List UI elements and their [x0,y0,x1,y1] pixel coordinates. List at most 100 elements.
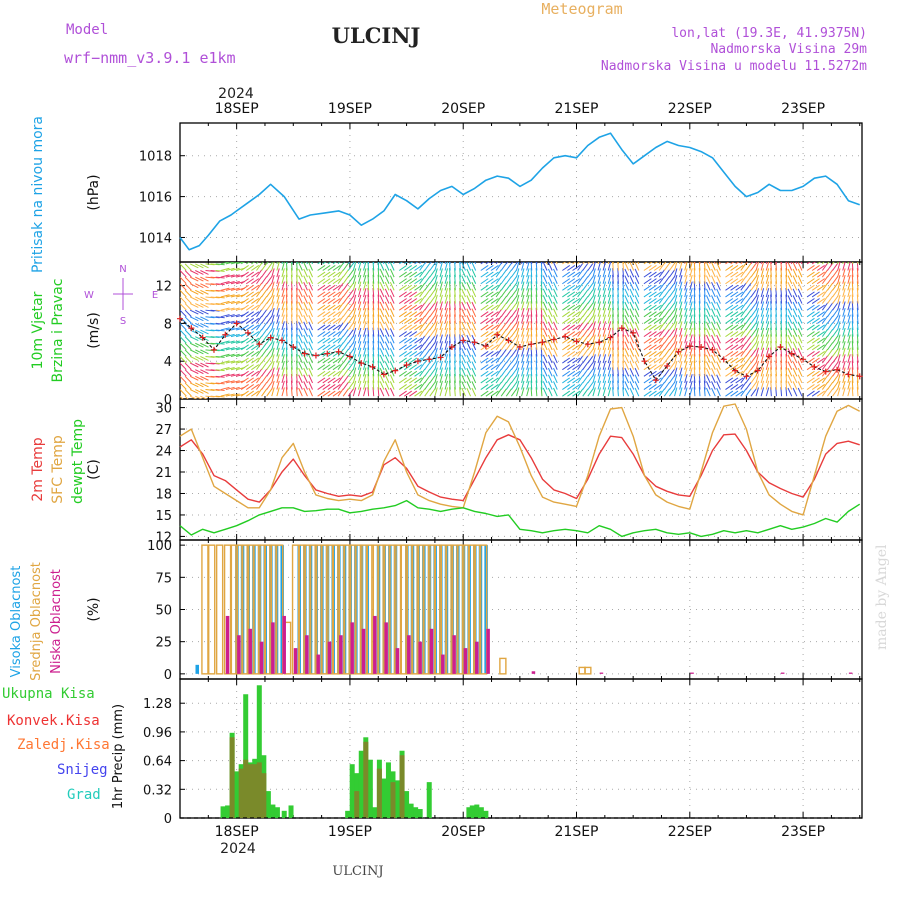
wind-barb [372,373,375,383]
wind-barb [785,327,788,337]
wind-barb [308,367,314,377]
wind-speed-marker [788,350,795,357]
wind-barb [577,348,584,357]
wind-barb [750,329,757,337]
wind-barb [643,370,652,377]
wind-barb [648,298,657,304]
wind-barb [276,274,280,284]
wind-barb [251,291,260,298]
wind-barb [785,287,788,297]
wind-barb [409,331,418,338]
wind-barb [582,388,589,397]
wind-barb [679,301,683,311]
wind-barb [377,354,380,364]
wind-barb [550,262,553,265]
wind-barb [404,350,413,357]
wind-barb [276,347,280,357]
wind-barb [434,334,438,344]
wind-barb [547,361,553,370]
wind-barb [806,291,815,298]
wind-barb [755,380,759,390]
wind-barb [679,387,683,397]
wind-barb [225,380,235,384]
wind-barb [495,375,502,384]
wind-barb [592,307,596,317]
wind-barb [352,327,357,337]
wind-barb [653,262,658,265]
wind-barb [648,311,657,318]
wind-barb [750,348,757,357]
wind-barb [266,388,273,397]
wind-barb [592,380,596,390]
wind-barb [251,317,260,324]
wind-barb [617,340,619,350]
wind-barb [379,281,385,291]
wind-barb [379,387,385,397]
wind-barb [298,348,303,357]
wind-barb [587,295,594,304]
wind-barb [459,287,461,297]
wind-barb [816,311,825,318]
wind-barb [317,370,326,377]
wind-barb [582,368,589,377]
wind-barb [634,387,640,397]
wind-barb [827,368,834,377]
cloud-bar-mid [479,544,488,675]
wind-barb [205,355,215,358]
wind-barb [521,341,525,351]
wind-barb [716,268,721,278]
wind-barb [290,327,293,337]
wind-barb [572,265,581,271]
wind-barb [535,387,538,397]
wind-barb [535,287,538,297]
wind-barb [740,322,747,331]
wind-barb [271,380,275,390]
wind-barb [847,268,851,278]
precip-bar-total [413,807,419,818]
wind-barb [409,377,418,384]
wind-barb [698,327,701,337]
wind-barb [730,377,739,384]
wind-barb [296,294,298,304]
wind-barb [542,301,548,311]
wind-barb [597,367,601,377]
wind-barb [327,317,336,324]
wind-barb [775,274,777,284]
wind-barb [240,311,249,318]
wind-barb [215,322,225,325]
wind-barb [705,321,711,331]
wind-barb [711,374,716,384]
wind-barb [444,374,448,384]
wind-barb [725,324,734,331]
wind-barb [547,262,553,271]
wind-barb [444,307,448,317]
wind-barb [281,374,285,384]
wind-barb [530,307,533,317]
wind-barb [703,367,706,377]
wind-barb [200,283,209,289]
wind-barb [716,295,721,304]
precip-bar-total [469,805,475,818]
wind-barb [495,381,502,390]
cloud-bar-low [531,671,536,674]
wind-barb [281,314,285,324]
wind-barb [251,265,260,271]
wind-barb [210,289,220,292]
wind-barb [184,316,192,324]
wind-barb [327,337,336,344]
wind-barb [669,368,676,377]
wind-barb [448,334,451,344]
wind-barb [352,380,357,390]
wind-barb [480,265,489,271]
wind-barb [372,314,375,324]
wind-barb [398,370,407,377]
wind-barb [372,274,375,284]
wind-barb [261,348,268,357]
wind-barb [495,309,502,318]
wind-barb [780,387,783,397]
wind-barb [740,335,747,344]
wind-barb [827,315,834,324]
precip-bar-total [265,791,271,818]
wind-barb [281,341,285,351]
wind-barb [485,271,494,278]
